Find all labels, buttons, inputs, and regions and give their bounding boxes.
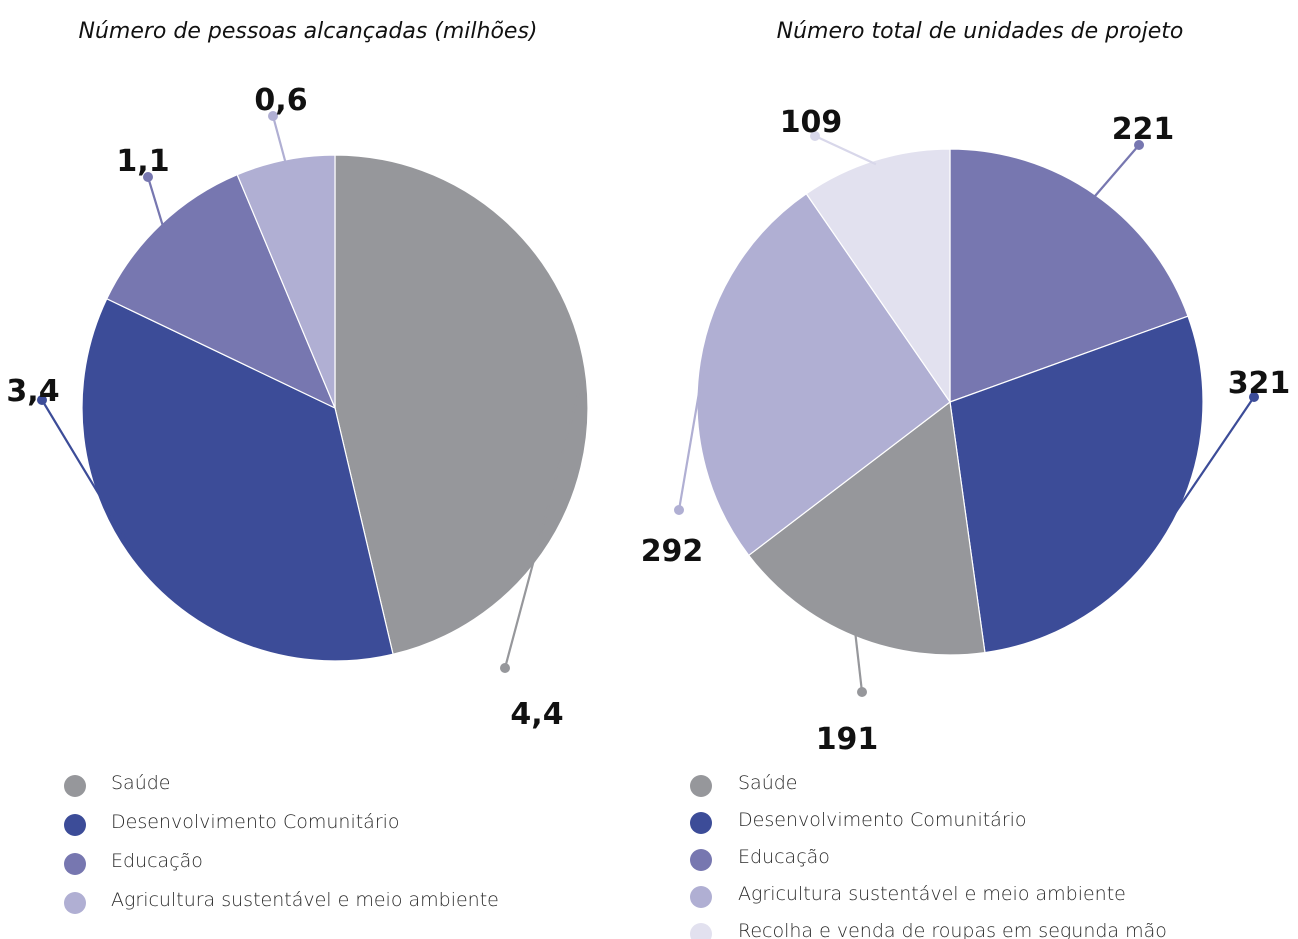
value-label: 191 [816, 722, 879, 757]
leader-dot [857, 687, 867, 697]
legend-label: Desenvolvimento Comunitário [111, 811, 400, 833]
legend-label: Desenvolvimento Comunitário [738, 809, 1027, 831]
legend-label: Educação [738, 846, 830, 868]
legend-swatch [690, 886, 712, 908]
pie-slice-saude [747, 400, 986, 656]
legend-swatch [690, 812, 712, 834]
leader-dot [500, 663, 510, 673]
legend-label: Saúde [738, 772, 798, 794]
value-label: 3,4 [6, 374, 59, 409]
legend-label: Educação [111, 850, 203, 872]
leader-line [271, 115, 287, 165]
legend-swatch [690, 775, 712, 797]
leader-line [503, 378, 584, 669]
value-label: 1,1 [116, 144, 169, 179]
chart-title-people-reached: Número de pessoas alcançadas (milhões) [79, 19, 538, 44]
value-label: 109 [780, 105, 843, 140]
legend-project-units: Saúde Desenvolvimento Comunitário Educação… [690, 772, 1167, 939]
leader-line [814, 135, 877, 166]
leader-line [677, 362, 706, 511]
legend-swatch [64, 775, 86, 797]
leader-line [1162, 396, 1255, 532]
legend-people-reached: Saúde Desenvolvimento Comunitário Educação… [64, 772, 499, 914]
pie-slice-saude [334, 154, 589, 655]
legend-swatch [690, 923, 712, 939]
leader-dot [143, 172, 153, 182]
pie-slice-desenvolvimento-comunitario [81, 297, 394, 662]
pie-slice-agricultura-sustentavel-e-meio-ambiente [696, 192, 951, 557]
legend-label: Agricultura sustentável e meio ambiente [111, 889, 499, 911]
legend-label: Saúde [111, 772, 171, 794]
leader-dot [1134, 140, 1144, 150]
leader-line [41, 399, 143, 565]
leader-line [146, 176, 165, 228]
legend-swatch [64, 814, 86, 836]
leader-dot [37, 395, 47, 405]
pie-chart-project-units: 221 321 191 292 109 [641, 105, 1291, 757]
legend-swatch [690, 849, 712, 871]
leader-line [1092, 144, 1140, 199]
legend-swatch [64, 853, 86, 875]
pie-chart-people-reached: 4,4 3,4 1,1 0,6 [6, 83, 589, 732]
value-label: 4,4 [510, 697, 563, 732]
leader-line [854, 632, 864, 693]
value-label: 0,6 [254, 83, 307, 118]
value-label: 221 [1112, 112, 1175, 147]
legend-swatch [64, 892, 86, 914]
chart-title-project-units: Número total de unidades de projeto [777, 19, 1184, 44]
leader-dot [810, 131, 820, 141]
pie-slice-recolha-e-venda-de-roupas-em-segunda-mao [805, 148, 951, 404]
value-label: 321 [1228, 366, 1291, 401]
pie-slice-educacao [105, 173, 337, 410]
leader-dot [674, 505, 684, 515]
legend-label: Agricultura sustentável e meio ambiente [738, 883, 1126, 905]
legend-label: Recolha e venda de roupas em segunda mão [738, 920, 1167, 939]
value-label: 292 [641, 534, 704, 569]
leader-dot [1249, 392, 1259, 402]
leader-dot [268, 111, 278, 121]
pie-slice-desenvolvimento-comunitario [949, 315, 1204, 654]
